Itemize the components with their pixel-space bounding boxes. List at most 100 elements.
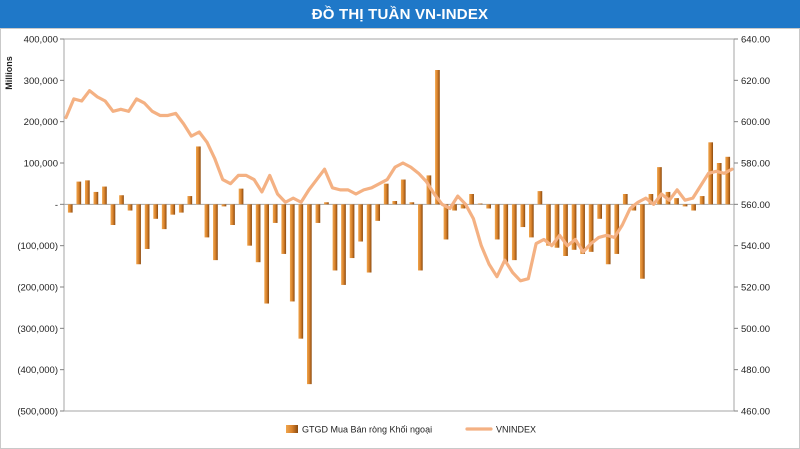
line-series [64, 89, 734, 283]
bar [494, 204, 500, 240]
bar [400, 179, 406, 205]
bar [435, 70, 440, 205]
right-tick-label: 560.00 [741, 200, 770, 211]
bar [247, 204, 252, 246]
bar [426, 175, 432, 205]
bar [315, 204, 321, 223]
bar [127, 204, 133, 211]
right-tick-label: 640.00 [741, 35, 770, 46]
bar [699, 196, 705, 205]
left-tick-label: 200,000 [24, 117, 58, 128]
bar [153, 204, 159, 219]
bar [682, 204, 688, 207]
bar [85, 180, 90, 205]
bar [452, 204, 457, 211]
bar [546, 204, 551, 246]
bar [725, 156, 731, 205]
bar-series [67, 70, 731, 385]
bar [170, 204, 176, 215]
bar [554, 204, 560, 248]
plot-border [63, 38, 735, 412]
bar [716, 163, 722, 205]
bar [460, 204, 466, 209]
bar [119, 195, 124, 205]
bar [418, 204, 423, 271]
bar [511, 204, 517, 261]
right-tick-label: 580.00 [741, 159, 770, 170]
bar [341, 204, 346, 285]
chart-area: 400,000 300,000 200,000 100,000 - (100,000) (2… [0, 28, 800, 449]
bar [691, 204, 696, 211]
bar [187, 196, 193, 205]
bar [622, 194, 628, 205]
bar [76, 181, 82, 205]
left-tick-label: (500,000) [17, 407, 58, 418]
bar [264, 204, 270, 304]
chart-title: ĐỒ THỊ TUẦN VN-INDEX [311, 5, 489, 23]
bar [349, 204, 355, 259]
bar [178, 204, 184, 213]
right-tick-label: 480.00 [741, 365, 770, 376]
bar [144, 204, 150, 249]
bar [503, 204, 509, 263]
bar [640, 204, 645, 279]
left-tick-label: - [55, 200, 58, 211]
bar [588, 204, 594, 252]
bar [358, 204, 363, 242]
bar [221, 204, 227, 207]
bar [230, 204, 235, 225]
bar [580, 204, 585, 254]
right-tick-label: 500.00 [741, 324, 770, 335]
bar [657, 167, 662, 205]
bar [648, 194, 654, 205]
axes: 400,000 300,000 200,000 100,000 - (100,000) (2… [4, 35, 770, 418]
bar [93, 191, 99, 205]
right-tick-label: 600.00 [741, 117, 770, 128]
bar [281, 204, 287, 254]
bar [529, 204, 534, 238]
combo-chart: 400,000 300,000 200,000 100,000 - (100,000) (2… [4, 35, 770, 435]
left-tick-label: (300,000) [17, 324, 58, 335]
bar [238, 188, 244, 205]
bar [469, 194, 474, 205]
bar [196, 146, 201, 205]
bar [324, 202, 329, 205]
bar [537, 191, 543, 205]
left-tick-label: 400,000 [24, 35, 58, 46]
bar [366, 204, 372, 273]
left-tick-label: 100,000 [24, 159, 58, 170]
left-tick-label: 300,000 [24, 76, 58, 87]
bar [110, 204, 116, 225]
bar [571, 204, 577, 250]
y-axis-label: Millions [4, 56, 14, 90]
bar [486, 204, 492, 209]
bar [204, 204, 210, 238]
bar [161, 204, 167, 230]
bar [392, 201, 398, 205]
legend-bar-label: GTGD Mua Bán ròng Khối ngoại [302, 425, 432, 435]
bar [255, 204, 261, 263]
bar [375, 204, 381, 221]
vnindex-line [64, 89, 734, 283]
bar [67, 204, 73, 213]
bar [477, 203, 483, 205]
left-tick-label: (400,000) [17, 365, 58, 376]
left-tick-label: (100,000) [17, 241, 58, 252]
bar [136, 204, 141, 265]
bar [383, 183, 389, 205]
bar [298, 204, 304, 339]
bar [443, 204, 449, 240]
bar [289, 204, 295, 302]
chart-title-bar: ĐỒ THỊ TUẦN VN-INDEX [0, 0, 800, 28]
left-tick-label: (200,000) [17, 283, 58, 294]
bar [563, 204, 568, 256]
bar [213, 204, 218, 261]
bar [409, 202, 415, 205]
bar [597, 204, 603, 219]
right-tick-label: 520.00 [741, 283, 770, 294]
right-tick-label: 540.00 [741, 241, 770, 252]
right-tick-label: 460.00 [741, 407, 770, 418]
bar [102, 186, 107, 205]
bar [674, 198, 679, 205]
